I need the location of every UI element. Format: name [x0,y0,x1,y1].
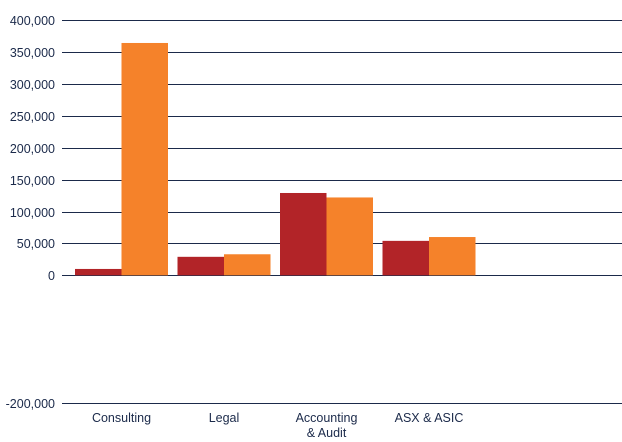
x-category-label-line: & Audit [307,426,347,440]
y-tick-label: 50,000 [17,237,55,251]
x-category-label-line: ASX & ASIC [395,411,464,425]
bar [177,256,224,276]
x-category-label: Consulting [92,411,151,425]
x-category-label: ASX & ASIC [395,411,464,425]
y-tick-label: 0 [48,269,55,283]
bar [429,237,476,276]
bar [280,192,327,276]
x-category-label-line: Legal [209,411,240,425]
y-tick-label: -200,000 [6,397,55,411]
bar [121,42,168,276]
bar [326,197,373,276]
bar [224,254,271,276]
y-tick-label: 100,000 [10,206,55,220]
x-axis-category-labels: Consulting Legal Accounting & Audit ASX & AS… [92,411,463,440]
bar [75,268,122,276]
y-tick-label: 250,000 [10,110,55,124]
x-category-label-line: Accounting [296,411,358,425]
y-axis-tick-labels: 400,000 350,000 300,000 250,000 200,000 150,0… [6,14,55,411]
y-tick-label: 350,000 [10,46,55,60]
y-tick-label: 400,000 [10,14,55,28]
y-tick-label: 150,000 [10,174,55,188]
bar [382,240,429,276]
bars [75,42,476,276]
x-category-label: Legal [209,411,240,425]
y-tick-label: 200,000 [10,142,55,156]
y-tick-label: 300,000 [10,78,55,92]
x-category-label: Accounting & Audit [296,411,358,440]
x-category-label-line: Consulting [92,411,151,425]
